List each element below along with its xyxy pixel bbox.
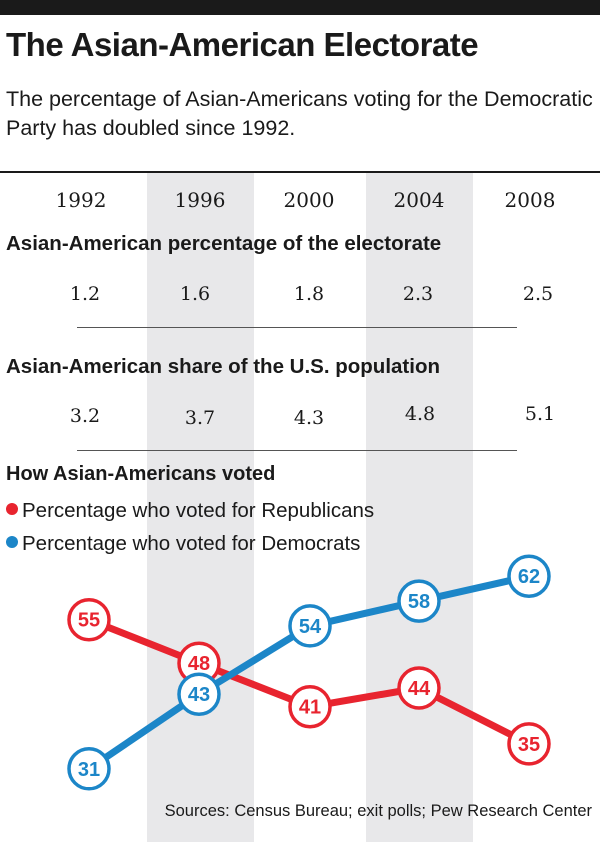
republican-point: [67, 597, 111, 642]
legend-republicans-label: Percentage who voted for Republicans: [22, 499, 375, 522]
legend-republicans: Percentage who voted for Republicans: [6, 499, 374, 523]
population-value: 5.1: [524, 403, 556, 425]
chart-title: The Asian-American Electorate: [6, 26, 479, 63]
header-rule: [0, 171, 600, 173]
democrat-data-label: 31: [78, 759, 100, 781]
year-label: 1996: [174, 188, 226, 212]
electorate-value: 1.2: [69, 283, 101, 305]
democrat-point: [397, 579, 441, 623]
chart-subtitle: The percentage of Asian-Americans voting…: [6, 87, 593, 140]
population-value: 3.7: [184, 407, 216, 429]
electorate-heading: Asian-American percentage of the elector…: [6, 232, 442, 255]
legend-democrats-label: Percentage who voted for Democrats: [22, 532, 361, 555]
republican-point: [397, 666, 441, 710]
democrat-data-label: 43: [188, 684, 210, 706]
year-label: 1992: [55, 188, 107, 212]
electorate-value: 1.6: [179, 283, 211, 305]
republican-data-label: 35: [518, 734, 540, 756]
population-value: 4.3: [293, 407, 325, 429]
year-label: 2004: [393, 188, 445, 212]
democrat-point: [288, 604, 332, 648]
democrat-data-label: 54: [299, 616, 322, 638]
republican-data-label: 44: [408, 678, 431, 700]
top-bar: [0, 0, 600, 15]
republican-dot-icon: [6, 503, 18, 515]
section-divider: [77, 327, 517, 328]
votes-heading: How Asian-Americans voted: [6, 463, 276, 485]
source-note: Sources: Census Bureau; exit polls; Pew …: [164, 802, 592, 820]
population-value: 4.8: [404, 403, 436, 425]
year-label: 2000: [283, 188, 335, 212]
republican-data-label: 41: [299, 697, 321, 719]
section-divider: [77, 450, 517, 451]
electorate-value: 2.3: [402, 283, 434, 305]
year-label: 2008: [504, 188, 556, 212]
population-value: 3.2: [69, 405, 101, 427]
democrat-data-label: 62: [518, 566, 540, 588]
democrat-data-label: 58: [408, 591, 430, 613]
republican-point: [288, 684, 332, 729]
electorate-value: 1.8: [293, 283, 325, 305]
vote-line-chart: 55 48 41 44 35 31 43 54 58 62: [67, 554, 551, 791]
legend-democrats: Percentage who voted for Democrats: [6, 532, 360, 556]
year-band-1996: [147, 173, 254, 842]
republican-data-label: 55: [78, 610, 100, 632]
year-band-2004: [366, 173, 473, 842]
republican-point: [507, 722, 551, 766]
democrat-point: [67, 747, 111, 791]
democrat-dot-icon: [6, 536, 18, 548]
democrat-point: [507, 554, 551, 598]
democrat-point: [177, 672, 221, 716]
population-heading: Asian-American share of the U.S. populat…: [6, 355, 440, 378]
electorate-value: 2.5: [522, 283, 554, 305]
republican-data-label: 48: [188, 653, 210, 675]
